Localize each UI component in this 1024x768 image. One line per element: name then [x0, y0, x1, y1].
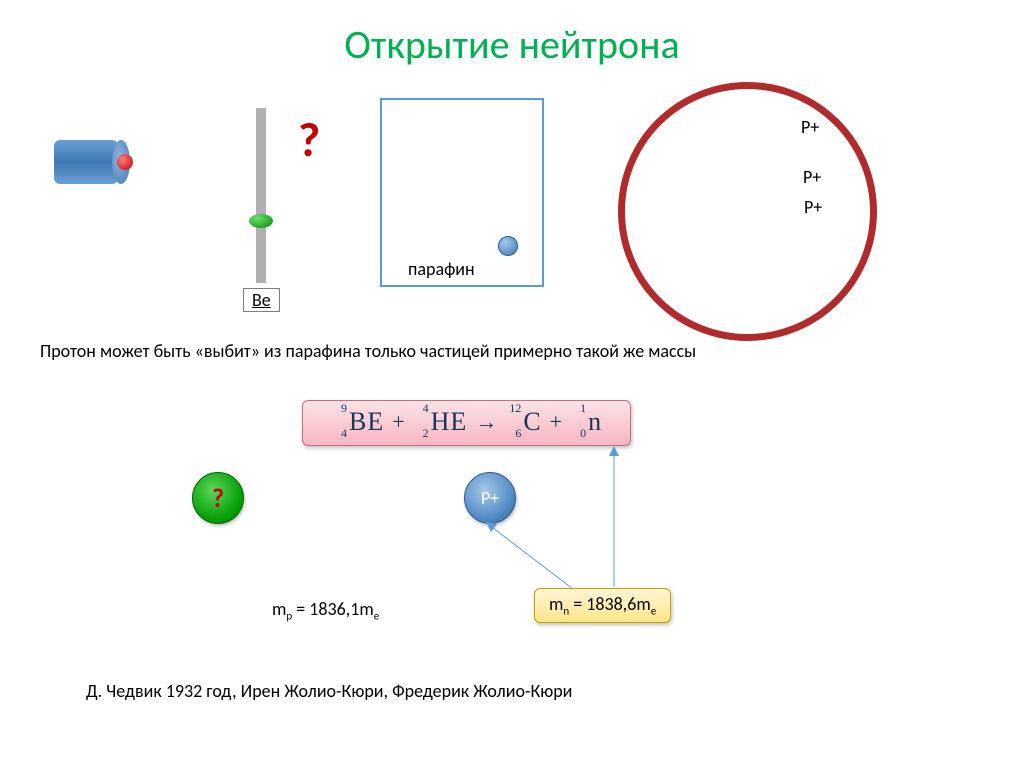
proton-mass: mp = 1836,1me [272, 598, 379, 623]
beryllium-plate [256, 108, 266, 283]
beryllium-label: Be [243, 288, 280, 312]
unknown-particle-circle: ? [192, 472, 244, 524]
proton-label-2: P+ [803, 166, 821, 188]
proton-circle: P+ [464, 472, 516, 524]
incident-particle [249, 214, 273, 228]
arrow-line-2 [614, 456, 615, 587]
question-mark: ? [298, 110, 320, 169]
proton-label-1: P+ [801, 116, 819, 138]
nuclear-equation: 94BE+42HE→126C+10n [302, 400, 631, 446]
paraffin-block: парафин [380, 98, 544, 287]
description-text: Протон может быть «выбит» из парафина то… [40, 340, 696, 362]
alpha-dot [117, 154, 133, 170]
proton-dot [498, 236, 518, 256]
credits: Д. Чедвик 1932 год, Ирен Жолио-Кюри, Фре… [86, 680, 572, 702]
proton-label-3: P+ [804, 196, 822, 218]
paraffin-label: парафин [408, 258, 475, 280]
cylinder-body [54, 140, 118, 184]
detector-ring [618, 82, 877, 341]
arrow-head-2 [609, 446, 619, 456]
page-title: Открытие нейтрона [0, 20, 1024, 69]
arrow-line-1 [493, 528, 571, 588]
neutron-mass: mn = 1838,6me [534, 588, 671, 623]
